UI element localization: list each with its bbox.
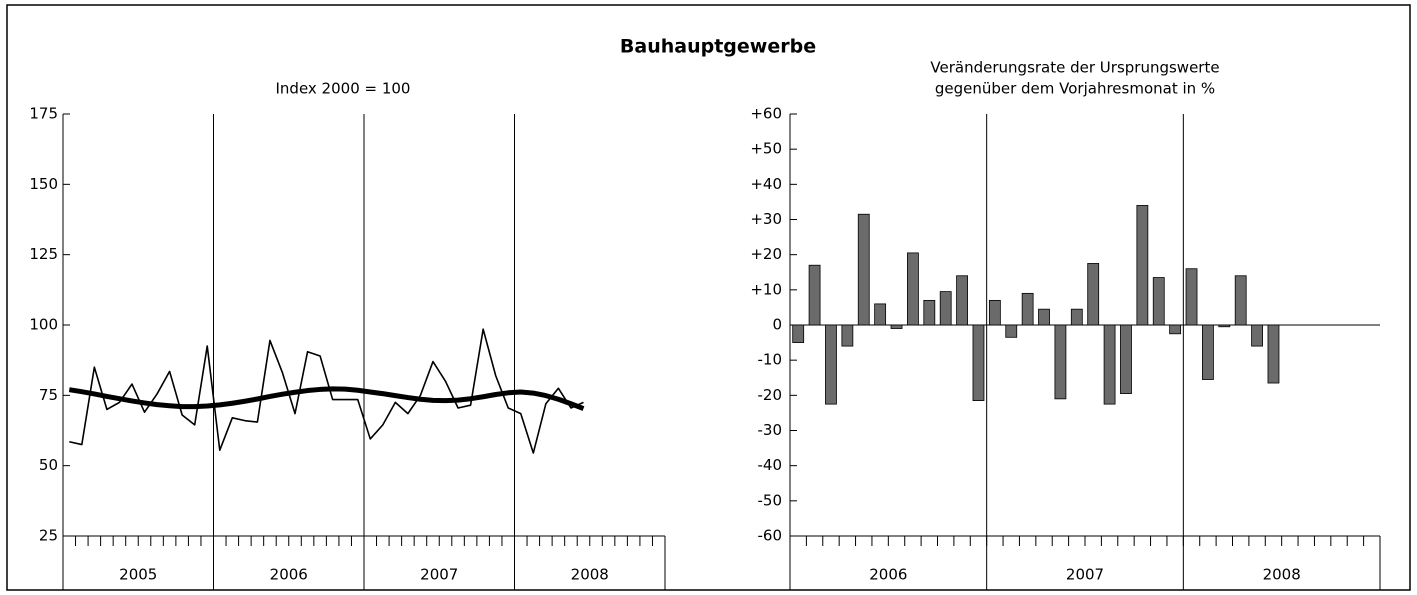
bar [1054,324,1067,400]
x-tick-label: 2007 [1066,566,1104,584]
y-tick-label: -40 [758,456,783,474]
bar [1251,324,1263,347]
y-tick-label: +30 [750,210,782,228]
y-tick-label: 25 [39,527,58,545]
bar [874,303,887,326]
bar [1234,275,1247,326]
subtitle: gegenüber dem Vorjahresmonat in % [935,80,1215,98]
y-tick-label: -20 [758,386,783,404]
line-series [69,328,584,454]
bar [1185,268,1198,326]
figure-title: Bauhauptgewerbe [620,36,816,58]
bar [792,324,805,343]
bar [857,213,870,326]
x-tick-label: 2006 [270,566,308,584]
bar [1136,205,1149,326]
bar [1267,324,1280,384]
y-tick-label: 75 [39,386,58,404]
x-tick-label: 2006 [869,566,907,584]
y-tick-label: +40 [750,175,782,193]
bar [923,299,936,326]
line-series [68,386,585,411]
y-tick-label: +10 [750,280,782,298]
y-tick-label: +60 [750,105,782,123]
y-tick-label: -50 [758,491,783,509]
x-tick-label: 2007 [420,566,458,584]
bar [972,324,985,402]
bar [1218,324,1231,328]
y-tick-label: 100 [29,316,58,334]
bar [1087,263,1100,326]
x-tick-label: 2008 [571,566,609,584]
bar [988,299,1001,326]
bar [1005,324,1018,338]
frame [6,4,1411,591]
bar [1070,308,1083,326]
subtitle: Veränderungsrate der Ursprungswerte [930,59,1219,77]
bar [1038,308,1050,326]
bar [1021,292,1034,326]
bar [1103,324,1116,405]
bar [907,252,919,326]
y-tick-label: -10 [758,351,783,369]
subtitle: Index 2000 = 100 [276,80,411,98]
y-tick-label: 175 [29,105,58,123]
y-tick-label: 0 [772,316,782,334]
bar [890,324,903,329]
bar [1152,277,1165,326]
y-tick-label: 50 [39,456,58,474]
bar [1169,324,1182,335]
y-tick-label: 150 [29,175,58,193]
x-tick-label: 2005 [119,566,157,584]
x-tick-label: 2008 [1263,566,1301,584]
bar [808,264,821,326]
bar [939,291,952,326]
y-tick-label: 125 [29,245,58,263]
y-tick-label: -30 [758,421,783,439]
bar [1120,324,1132,394]
bar [841,324,854,347]
bar [825,324,837,405]
bar [956,275,968,326]
y-tick-label: -60 [758,527,783,545]
y-tick-label: +50 [750,140,782,158]
bar [1202,324,1214,380]
y-tick-label: +20 [750,245,782,263]
